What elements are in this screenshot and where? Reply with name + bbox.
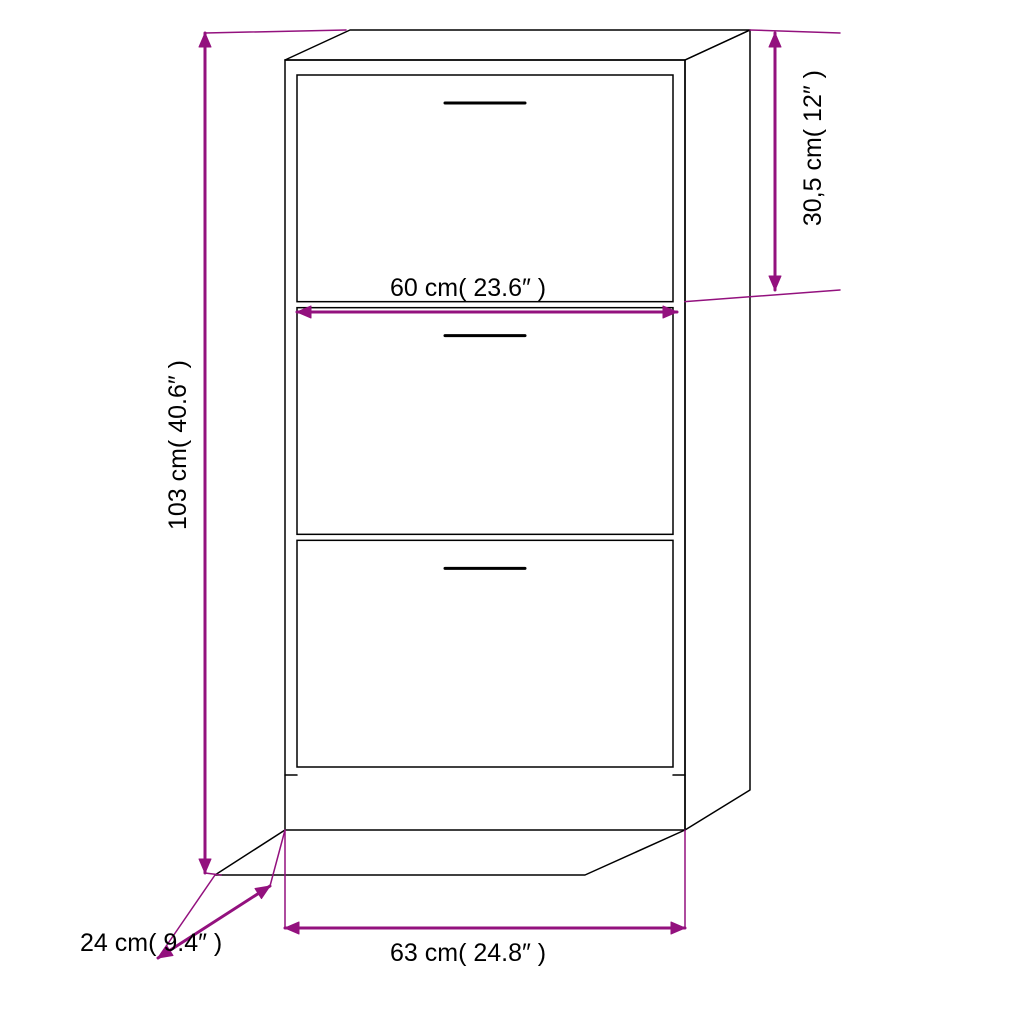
dimension-diagram: { "diagram": { "type": "dimensioned-line… — [0, 0, 1024, 1024]
dim-label-drawer-height: 30,5 cm( 12″ ) — [800, 70, 828, 226]
dim-label-width: 63 cm( 24.8″ ) — [390, 940, 546, 968]
dim-label-inner-width: 60 cm( 23.6″ ) — [390, 275, 546, 303]
dim-label-depth: 24 cm( 9.4″ ) — [80, 930, 222, 958]
dim-label-height: 103 cm( 40.6″ ) — [165, 360, 193, 530]
drawing-svg — [0, 0, 1024, 1024]
